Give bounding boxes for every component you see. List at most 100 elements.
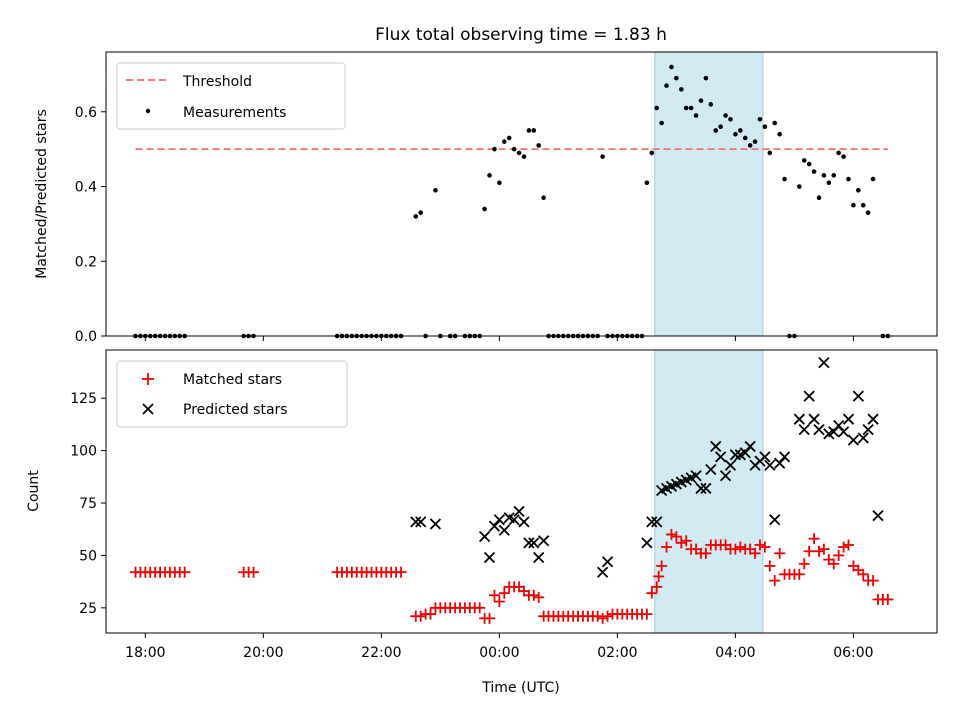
top-plot-frame (105, 51, 938, 337)
measurement-point (821, 173, 827, 178)
matched-star-point (759, 541, 771, 553)
matched-stars-points (130, 528, 894, 624)
measurement-point (811, 169, 817, 174)
predicted-star-point (518, 516, 530, 528)
predicted-star-point (523, 537, 535, 549)
measurement-point (531, 128, 537, 133)
measurement-point (713, 128, 719, 133)
measurement-point (851, 202, 856, 208)
matched-star-point (734, 541, 746, 553)
predicted-star-point (410, 516, 422, 528)
legend-measurements-swatch (145, 108, 151, 114)
legend-threshold-label: Threshold (182, 74, 252, 90)
matched-star-point (838, 541, 850, 553)
measurement-point (649, 150, 655, 156)
measurement-point (669, 64, 674, 70)
bottom-y-axis: 25 50 75 100 125 (70, 391, 106, 617)
measurement-point (501, 139, 507, 144)
measurement-point (693, 113, 699, 118)
predicted-star-point (508, 514, 520, 526)
predicted-star-point (808, 413, 820, 425)
matched-star-point (592, 610, 604, 622)
predicted-star-point (872, 509, 884, 522)
x-tick-label: 18:00 (125, 645, 165, 661)
predicted-star-point (833, 419, 845, 432)
top-y-tick-label: 0.2 (75, 254, 97, 270)
predicted-star-point (793, 413, 805, 425)
bottom-y-axis-label: Count (26, 470, 42, 512)
measurement-point (836, 150, 841, 156)
matched-star-point (882, 593, 894, 605)
matched-star-point (602, 610, 614, 622)
predicted-star-point (847, 434, 860, 446)
matched-star-point (857, 568, 869, 580)
x-tick-label: 20:00 (243, 645, 283, 661)
measurement-point (801, 158, 807, 163)
matched-star-point (833, 549, 845, 561)
measurement-point (826, 180, 832, 186)
matched-star-point (813, 545, 825, 557)
top-x-ticks (144, 336, 854, 341)
predicted-star-point (867, 413, 879, 425)
legend-predicted-swatch (142, 403, 154, 415)
matched-star-point (670, 531, 682, 543)
bottom-panel: 25 50 75 100 125 18:00 20:00 22:00 00:00 02:00 04… (26, 349, 938, 696)
predicted-star-point (493, 514, 506, 526)
matched-star-point (651, 581, 663, 593)
x-axis-label: Time (UTC) (481, 680, 559, 696)
matched-star-point (749, 547, 761, 559)
measurement-point (698, 98, 704, 103)
predicted-star-point (729, 449, 742, 461)
predicted-star-point (778, 451, 791, 463)
matched-star-point (395, 566, 407, 578)
predicted-star-point (828, 426, 840, 438)
measurement-point (772, 120, 778, 126)
predicted-star-point (744, 440, 756, 453)
predicted-star-point (700, 482, 712, 494)
top-y-tick-label: 0.6 (75, 105, 97, 121)
legend-measurements-label: Measurements (183, 105, 286, 121)
predicted-star-point (690, 470, 702, 482)
predicted-star-point (641, 537, 653, 549)
matched-star-point (867, 575, 879, 587)
predicted-star-point (769, 514, 781, 526)
bottom-y-tick-label: 125 (70, 391, 97, 407)
measurement-point (683, 105, 689, 111)
predicted-star-point (483, 551, 496, 564)
measurement-point (492, 146, 497, 152)
x-tick-label: 02:00 (597, 645, 637, 661)
predicted-star-point (601, 556, 614, 568)
predicted-star-point (719, 470, 732, 482)
x-tick-label: 22:00 (361, 645, 401, 661)
measurement-point (511, 146, 517, 152)
predicted-star-point (837, 426, 850, 438)
predicted-star-point (488, 520, 501, 532)
predicted-star-point (862, 424, 874, 436)
measurement-point (723, 113, 728, 118)
matched-star-point (754, 539, 766, 551)
matched-star-point (680, 535, 692, 547)
predicted-star-point (803, 390, 815, 402)
matched-star-point (764, 560, 776, 572)
predicted-stars-points (410, 356, 884, 578)
predicted-star-point (710, 440, 722, 453)
measurement-point (747, 143, 753, 148)
matched-star-point (646, 587, 658, 599)
predicted-star-point (715, 451, 727, 463)
measurement-point (806, 161, 812, 167)
chart-title: Flux total observing time = 1.83 h (375, 25, 667, 45)
predicted-star-point (798, 424, 810, 436)
matched-star-point (665, 528, 677, 540)
matched-star-point (528, 589, 540, 601)
bottom-x-axis: 18:00 20:00 22:00 00:00 02:00 04:00 06:00 (125, 633, 874, 661)
matched-star-point (248, 566, 260, 578)
predicted-star-point (415, 516, 427, 528)
bottom-y-tick-label: 75 (79, 496, 97, 512)
predicted-star-point (537, 535, 550, 547)
predicted-star-point (852, 390, 864, 402)
predicted-star-point (498, 524, 510, 536)
matched-star-point (488, 589, 500, 601)
measurement-point (767, 150, 773, 156)
legend-matched-label: Matched stars (183, 372, 282, 388)
measurement-point (418, 210, 423, 215)
